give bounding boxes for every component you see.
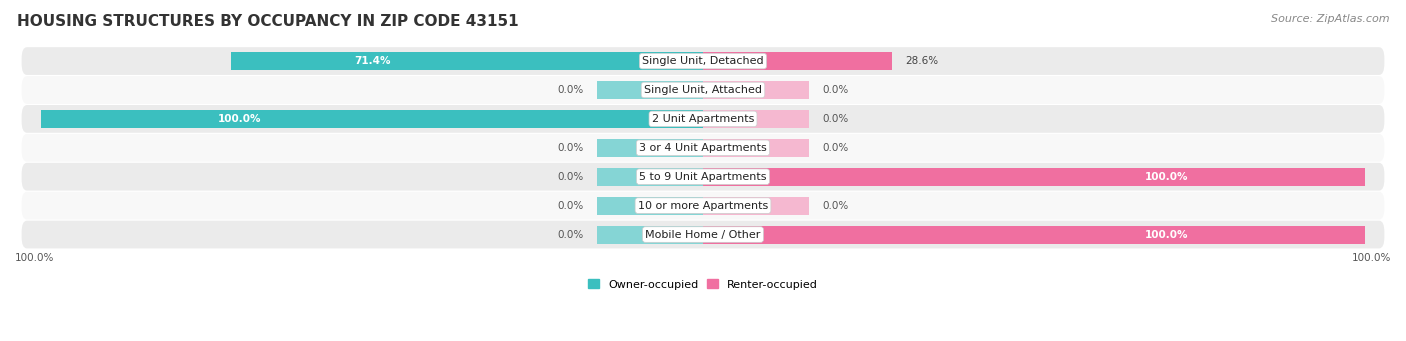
Text: 28.6%: 28.6% xyxy=(905,56,939,66)
Text: 0.0%: 0.0% xyxy=(823,143,848,153)
Bar xyxy=(598,139,703,157)
Bar xyxy=(703,110,808,128)
Bar xyxy=(703,226,1365,243)
Bar xyxy=(598,168,703,186)
FancyBboxPatch shape xyxy=(21,134,1385,162)
Text: Source: ZipAtlas.com: Source: ZipAtlas.com xyxy=(1271,14,1389,24)
Bar xyxy=(703,52,893,70)
FancyBboxPatch shape xyxy=(21,47,1385,75)
Text: 0.0%: 0.0% xyxy=(823,85,848,95)
Text: 100.0%: 100.0% xyxy=(1144,172,1188,182)
Text: 71.4%: 71.4% xyxy=(354,56,391,66)
Bar xyxy=(703,168,1365,186)
Bar xyxy=(598,226,703,243)
Legend: Owner-occupied, Renter-occupied: Owner-occupied, Renter-occupied xyxy=(583,275,823,294)
Text: 0.0%: 0.0% xyxy=(558,143,583,153)
FancyBboxPatch shape xyxy=(21,105,1385,133)
Text: 0.0%: 0.0% xyxy=(558,201,583,211)
FancyBboxPatch shape xyxy=(21,163,1385,191)
Text: 0.0%: 0.0% xyxy=(558,85,583,95)
Bar xyxy=(598,81,703,99)
Bar xyxy=(41,110,703,128)
FancyBboxPatch shape xyxy=(21,192,1385,220)
FancyBboxPatch shape xyxy=(21,221,1385,248)
Text: 100.0%: 100.0% xyxy=(15,253,55,263)
Text: 0.0%: 0.0% xyxy=(558,229,583,239)
Text: 3 or 4 Unit Apartments: 3 or 4 Unit Apartments xyxy=(640,143,766,153)
Bar xyxy=(703,197,808,214)
Text: Single Unit, Detached: Single Unit, Detached xyxy=(643,56,763,66)
Text: 100.0%: 100.0% xyxy=(1351,253,1391,263)
Text: 0.0%: 0.0% xyxy=(558,172,583,182)
Bar xyxy=(703,139,808,157)
Text: 10 or more Apartments: 10 or more Apartments xyxy=(638,201,768,211)
Text: HOUSING STRUCTURES BY OCCUPANCY IN ZIP CODE 43151: HOUSING STRUCTURES BY OCCUPANCY IN ZIP C… xyxy=(17,14,519,29)
Bar xyxy=(598,197,703,214)
Bar xyxy=(231,52,703,70)
Text: 0.0%: 0.0% xyxy=(823,114,848,124)
Bar xyxy=(703,81,808,99)
Text: 5 to 9 Unit Apartments: 5 to 9 Unit Apartments xyxy=(640,172,766,182)
Text: Mobile Home / Other: Mobile Home / Other xyxy=(645,229,761,239)
Text: 100.0%: 100.0% xyxy=(1144,229,1188,239)
Text: 0.0%: 0.0% xyxy=(823,201,848,211)
Text: 100.0%: 100.0% xyxy=(218,114,262,124)
Text: Single Unit, Attached: Single Unit, Attached xyxy=(644,85,762,95)
FancyBboxPatch shape xyxy=(21,76,1385,104)
Text: 2 Unit Apartments: 2 Unit Apartments xyxy=(652,114,754,124)
